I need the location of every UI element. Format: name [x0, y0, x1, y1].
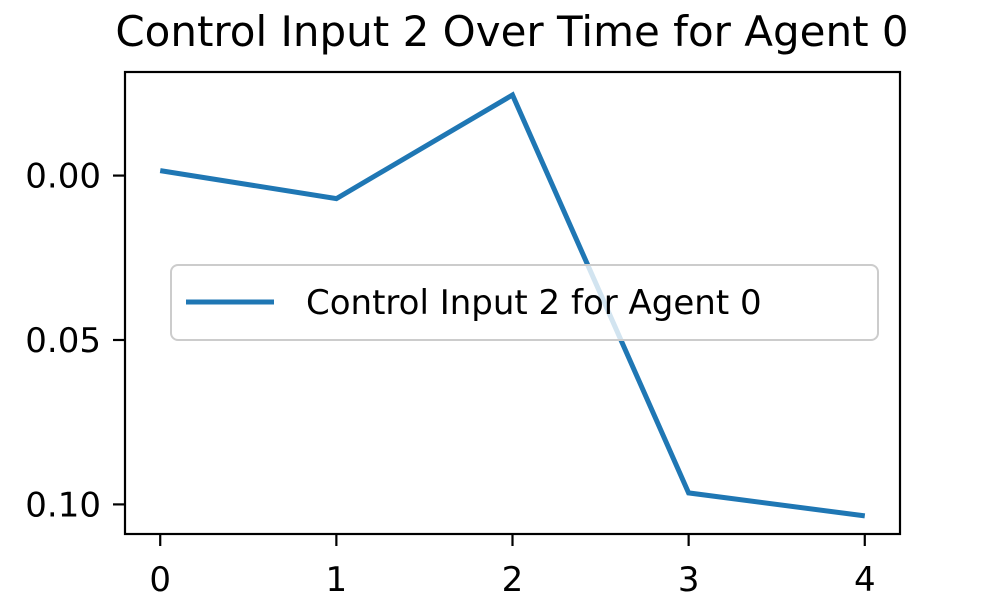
- x-tick-label: 1: [326, 560, 348, 600]
- y-tick-label: 0.00: [25, 157, 101, 197]
- x-tick-label: 3: [678, 560, 700, 600]
- x-tick-label: 4: [854, 560, 876, 600]
- plot-frame: [123, 70, 902, 536]
- legend: Control Input 2 for Agent 0: [170, 264, 879, 341]
- legend-box: [170, 264, 879, 341]
- x-tick-label: 0: [149, 560, 171, 600]
- series-line-0: [159, 91, 866, 519]
- y-tick-label: 0.05: [25, 321, 101, 361]
- y-axis: 0.00 0.05 0.10: [25, 157, 125, 525]
- legend-label: Control Input 2 for Agent 0: [306, 283, 762, 323]
- x-tick-label: 2: [502, 560, 524, 600]
- plot-series: [159, 91, 866, 519]
- chart-title: Control Input 2 Over Time for Agent 0: [115, 7, 908, 56]
- x-axis: 0 1 2 3 4: [149, 534, 876, 600]
- y-tick-label: 0.10: [25, 485, 101, 525]
